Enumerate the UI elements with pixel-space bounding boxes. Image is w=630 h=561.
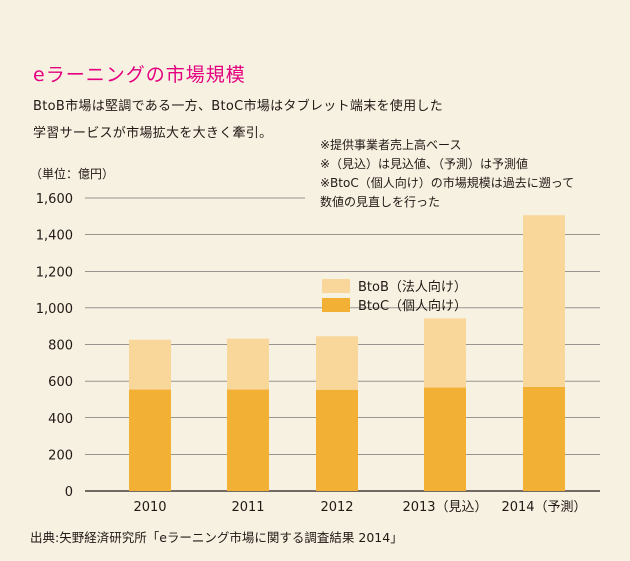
- bar-btoc: [129, 389, 171, 491]
- source-note: 出典:矢野経済研究所「eラーニング市場に関する調査結果 2014」: [30, 530, 403, 545]
- x-tick-label: 2014（予測）: [501, 500, 586, 515]
- description-line-2: 学習サービスが市場拡大を大きく牽引。: [33, 126, 273, 141]
- legend-label: BtoB（法人向け）: [358, 279, 467, 295]
- y-tick-label: 1,200: [36, 265, 73, 280]
- note-2: ※（見込）は見込値、（予測）は予測値: [320, 157, 529, 171]
- y-tick-label: 200: [48, 448, 73, 463]
- y-tick-label: 1,000: [36, 302, 73, 317]
- y-tick-label: 800: [48, 339, 73, 354]
- x-tick-label: 2010: [133, 500, 166, 515]
- description-line-1: BtoB市場は堅調である一方、BtoC市場はタブレット端末を使用した: [33, 99, 444, 114]
- note-3: ※BtoC（個人向け）の市場規模は過去に遡って: [320, 176, 575, 190]
- y-tick-label: 1,400: [36, 229, 73, 244]
- legend-swatch: [322, 298, 350, 312]
- bar-btob: [523, 215, 565, 387]
- y-tick-label: 600: [48, 375, 73, 390]
- bar-btoc: [424, 387, 466, 491]
- x-tick-label: 2012: [320, 500, 353, 515]
- bar-btob: [129, 339, 171, 390]
- unit-label: （単位：億円）: [30, 167, 115, 181]
- bar-btob: [424, 318, 466, 388]
- y-tick-label: 400: [48, 412, 73, 427]
- bar-btob: [227, 338, 269, 390]
- legend-label: BtoC（個人向け）: [358, 298, 467, 314]
- y-tick-label: 1,600: [36, 192, 73, 207]
- bar-btob: [316, 336, 358, 390]
- notes: ※提供事業者売上高ベース ※（見込）は見込値、（予測）は予測値 ※BtoC（個人…: [320, 136, 574, 212]
- legend-swatch: [322, 279, 350, 293]
- chart-title: eラーニングの市場規模: [33, 64, 246, 86]
- y-tick-label: 0: [65, 485, 73, 500]
- x-tick-label: 2013（見込）: [402, 500, 487, 515]
- note-4: 数値の見直しを行った: [320, 195, 441, 209]
- x-tick-label: 2011: [231, 500, 264, 515]
- bar-btoc: [227, 389, 269, 491]
- bar-btoc: [523, 386, 565, 491]
- note-1: ※提供事業者売上高ベース: [320, 138, 462, 152]
- bar-btoc: [316, 389, 358, 491]
